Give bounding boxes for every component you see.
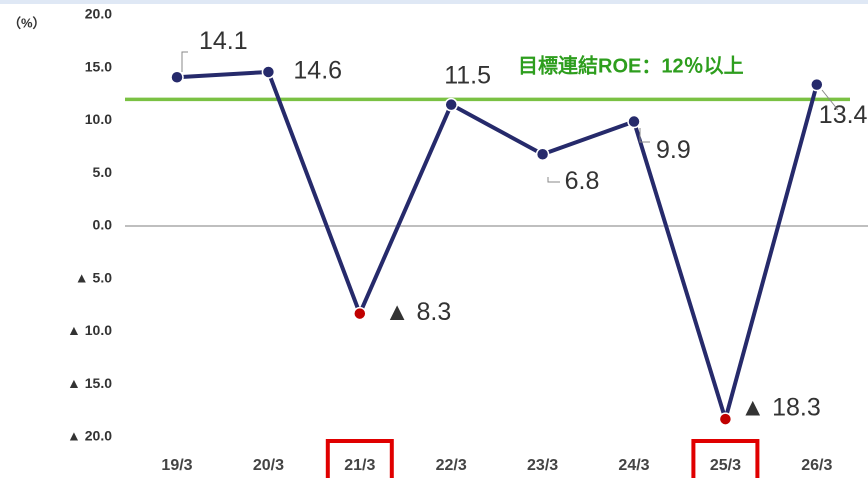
y-tick-label: 20.0	[85, 6, 112, 22]
y-tick-label: 10.0	[85, 111, 112, 127]
value-label: 13.4	[819, 101, 868, 129]
x-tick-label: 24/3	[618, 457, 649, 474]
value-label: 14.6	[293, 57, 342, 85]
series-line	[176, 69, 819, 422]
leader-line	[547, 177, 560, 183]
value-label: 9.9	[656, 136, 691, 164]
x-tick-label: 22/3	[436, 457, 467, 474]
value-label: 11.5	[444, 61, 491, 89]
value-label: 6.8	[565, 167, 600, 195]
highlight-box	[325, 439, 394, 478]
y-tick-label: ▲ 5.0	[75, 269, 112, 285]
y-tick-label: ▲ 10.0	[67, 322, 112, 338]
data-point	[170, 70, 184, 84]
unit-label: （%）	[8, 15, 46, 30]
leader-line	[181, 51, 188, 72]
highlight-box	[691, 439, 760, 478]
data-point	[718, 412, 733, 426]
leader-line	[821, 89, 839, 111]
data-point	[810, 77, 824, 92]
y-tick-label: 0.0	[93, 217, 113, 233]
x-tick-label: 20/3	[253, 457, 284, 474]
y-tick-label: ▲ 15.0	[67, 375, 112, 391]
y-tick-label: 15.0	[85, 58, 112, 74]
target-label: 目標連結ROE：12％以上	[518, 53, 744, 77]
data-point	[444, 97, 458, 112]
data-point	[627, 114, 641, 129]
value-label: 14.1	[199, 27, 248, 55]
y-tick-label: 5.0	[93, 164, 113, 180]
data-point	[353, 306, 367, 321]
value-label: ▲ 8.3	[385, 298, 451, 326]
x-tick-label: 26/3	[801, 457, 832, 474]
leader-line	[639, 128, 650, 143]
top-band	[0, 0, 868, 4]
data-point	[261, 65, 276, 79]
x-tick-label: 25/3	[710, 457, 741, 474]
y-tick-label: ▲ 20.0	[67, 428, 112, 444]
data-point	[535, 147, 550, 162]
x-tick-label: 23/3	[527, 457, 558, 474]
x-tick-label: 21/3	[344, 457, 375, 474]
x-tick-label: 19/3	[161, 457, 192, 474]
value-label: ▲ 18.3	[740, 394, 820, 422]
